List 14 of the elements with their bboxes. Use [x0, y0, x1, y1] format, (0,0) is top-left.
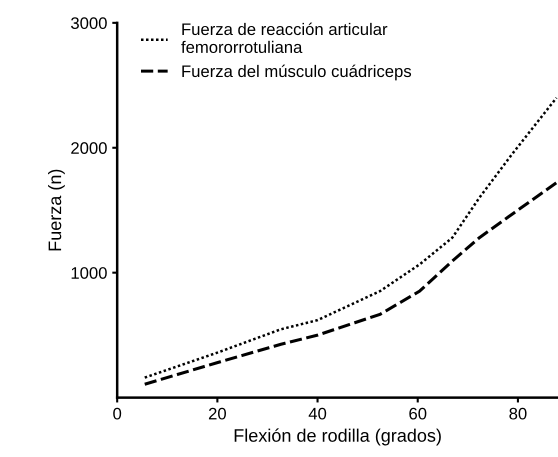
y-tick-label: 2000	[71, 142, 107, 154]
x-axis-title: Flexión de rodilla (grados)	[234, 428, 441, 446]
x-tick-label: 0	[113, 408, 122, 420]
line-series	[143, 96, 558, 379]
x-tick-label: 60	[409, 408, 426, 420]
legend-label: Fuerza de reacción articular femororrotuliana	[181, 22, 388, 54]
y-tick-label: 3000	[71, 17, 107, 30]
y-tick-label: 1000	[72, 267, 107, 279]
y-axis-title: Fuerza (n)	[48, 170, 65, 250]
line-series	[143, 181, 558, 386]
x-tick-label: 20	[208, 408, 226, 420]
x-tick-label: 80	[509, 408, 527, 420]
x-tick-label: 40	[308, 408, 326, 420]
legend-label: Fuerza del músculo cuádriceps	[182, 64, 412, 80]
